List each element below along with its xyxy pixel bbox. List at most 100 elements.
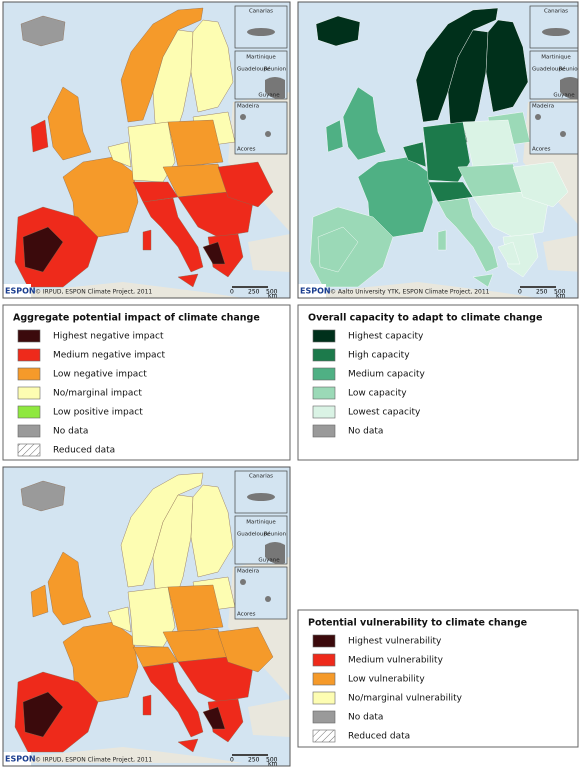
region: [167, 119, 224, 168]
region: [325, 119, 344, 153]
legend-label: Reduced data: [348, 732, 410, 742]
region: [47, 551, 92, 626]
inset-label: Acores: [237, 147, 256, 153]
legend-swatch: [312, 691, 336, 705]
region: [315, 15, 361, 47]
scale-label: 500: [266, 757, 278, 764]
inset-land: [560, 131, 566, 137]
map-frame: [2, 1, 291, 299]
legend-label: Medium negative impact: [53, 351, 166, 361]
credit: © IRPUD, ESPON Climate Project, 2011: [35, 757, 152, 764]
inset-land: [240, 579, 246, 585]
inset-label: Madeira: [237, 104, 259, 110]
inset-label: Réunion: [264, 531, 287, 538]
legend: Overall capacity to adapt to climate cha…: [297, 304, 579, 461]
legend-label: Medium capacity: [348, 370, 426, 380]
inset-label: Guyane: [258, 558, 280, 564]
region: [30, 119, 49, 153]
inset-label: Canarias: [249, 9, 273, 15]
legend-swatch: [312, 729, 336, 743]
logo-bg: [298, 284, 326, 298]
legend-title: Overall capacity to adapt to climate cha…: [308, 313, 542, 324]
outer-land: [298, 282, 538, 298]
scale-label: 500: [266, 289, 278, 296]
legend-swatch: [312, 653, 336, 667]
inset-label: Guyane: [553, 93, 575, 99]
region: [20, 480, 66, 512]
inset-land: [560, 77, 578, 100]
inset-label: Canarias: [249, 474, 273, 480]
region: [177, 273, 199, 288]
legend-title: Potential vulnerability to climate chang…: [308, 618, 527, 629]
legend-swatch: [312, 634, 336, 648]
region: [357, 156, 434, 238]
region: [485, 19, 529, 113]
legend-swatch: [17, 386, 41, 400]
legend-label: High capacity: [348, 351, 410, 361]
region: [47, 86, 92, 161]
region: [202, 241, 226, 265]
outer-land: [3, 282, 243, 298]
map-frame: [2, 466, 291, 767]
legend-swatch: [312, 405, 336, 419]
region: [190, 19, 234, 113]
inset-land: [265, 77, 285, 100]
legend-swatch: [312, 424, 336, 438]
scale-label: 250: [248, 757, 260, 764]
region: [497, 241, 521, 265]
scale-unit: km: [268, 293, 277, 300]
legend-swatch: [17, 443, 41, 457]
region: [462, 119, 519, 168]
legend-swatch: [17, 424, 41, 438]
inset-label: Guadeloupe: [532, 67, 566, 73]
region: [22, 691, 64, 738]
legend-swatch: [312, 329, 336, 343]
credit: © Aalto University YTK, ESPON Climate Pr…: [330, 289, 490, 296]
inset-label: Madeira: [237, 569, 259, 575]
region: [120, 7, 204, 123]
legend-label: No data: [53, 427, 88, 437]
inset-label: Madeira: [532, 104, 554, 110]
outer-land: [543, 235, 578, 272]
outer-land: [3, 747, 243, 763]
scale-label: 0: [518, 289, 522, 296]
inset-frame: [234, 566, 288, 620]
region: [342, 86, 387, 161]
inset-land: [265, 542, 285, 565]
region: [437, 197, 499, 273]
scale-label: 250: [536, 289, 548, 296]
inset-label: Guadeloupe: [237, 532, 271, 538]
region: [120, 472, 204, 588]
legend-label: No data: [348, 713, 383, 723]
legend-label: Low positive impact: [53, 408, 143, 418]
legend-label: Low capacity: [348, 389, 407, 399]
legend-swatch: [312, 348, 336, 362]
region: [437, 229, 447, 251]
scale-bar: [520, 286, 556, 288]
legend-label: No data: [348, 427, 383, 437]
inset-land: [542, 28, 570, 36]
region: [62, 156, 139, 238]
legend-swatch: [17, 367, 41, 381]
inset-land: [247, 28, 275, 36]
legend-frame: [297, 609, 579, 748]
legend-label: Low vulnerability: [348, 675, 425, 685]
legend-label: No/marginal vulnerability: [348, 694, 463, 704]
inset-label: Canarias: [544, 9, 568, 15]
inset-label: Réunion: [264, 66, 287, 73]
region: [217, 161, 274, 208]
inset-frame: [529, 101, 578, 155]
inset-land: [265, 596, 271, 602]
legend-frame: [2, 304, 291, 461]
legend: Potential vulnerability to climate chang…: [297, 609, 579, 748]
scale-bar: [232, 754, 268, 756]
legend-label: Low negative impact: [53, 370, 147, 380]
inset-label: Martinique: [246, 520, 276, 526]
region: [317, 226, 359, 273]
